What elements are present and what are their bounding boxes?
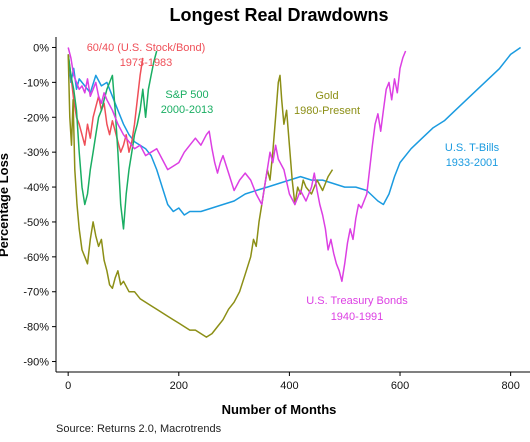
y-tick-label: -70% <box>23 287 49 299</box>
series-labels: 60/40 (U.S. Stock/Bond) 1973-1983 S&P 50… <box>87 42 500 323</box>
label-gold-period: 1980-Present <box>294 105 360 117</box>
label-6040-name: 60/40 (U.S. Stock/Bond) <box>87 42 206 54</box>
x-tick-label: 400 <box>280 380 298 392</box>
y-tick-label: -90% <box>23 357 49 369</box>
label-tbills-name: U.S. T-Bills <box>445 142 500 154</box>
label-treasury-name: U.S. Treasury Bonds <box>306 295 408 307</box>
x-axis-ticks: 0 200 400 600 800 <box>65 372 520 392</box>
y-tick-label: 0% <box>33 42 49 54</box>
y-tick-label: -20% <box>23 112 49 124</box>
source-note: Source: Returns 2.0, Macrotrends <box>56 423 222 435</box>
x-tick-label: 600 <box>391 380 409 392</box>
series-line-u-s-treasury-bonds <box>67 47 407 283</box>
series-line-gold <box>67 54 334 338</box>
y-tick-label: -40% <box>23 182 49 194</box>
label-6040-period: 1973-1983 <box>120 57 173 69</box>
label-sp500-name: S&P 500 <box>165 89 208 101</box>
label-gold-name: Gold <box>315 90 338 102</box>
label-tbills-period: 1933-2001 <box>446 157 499 169</box>
y-axis-title: Percentage Loss <box>0 153 11 257</box>
y-tick-label: -60% <box>23 252 49 264</box>
x-tick-label: 0 <box>65 380 71 392</box>
x-tick-label: 200 <box>170 380 188 392</box>
series-line-60-40-u-s-stock-bond <box>67 54 144 153</box>
series-line-s-p-500 <box>67 50 158 230</box>
y-tick-label: -80% <box>23 322 49 334</box>
series-line-u-s-t-bills <box>67 46 522 216</box>
y-axis-ticks: 0% -10% -20% -30% -40% -50% -60% -70% -80% -90% <box>23 42 56 369</box>
series-lines <box>67 46 522 338</box>
y-tick-label: -50% <box>23 217 49 229</box>
label-sp500-period: 2000-2013 <box>161 104 214 116</box>
y-tick-label: -10% <box>23 77 49 89</box>
y-tick-label: -30% <box>23 147 49 159</box>
label-treasury-period: 1940-1991 <box>331 311 384 323</box>
x-axis-title: Number of Months <box>222 402 337 417</box>
x-tick-label: 800 <box>501 380 519 392</box>
chart-title: Longest Real Drawdowns <box>169 5 388 25</box>
axes <box>55 37 530 373</box>
